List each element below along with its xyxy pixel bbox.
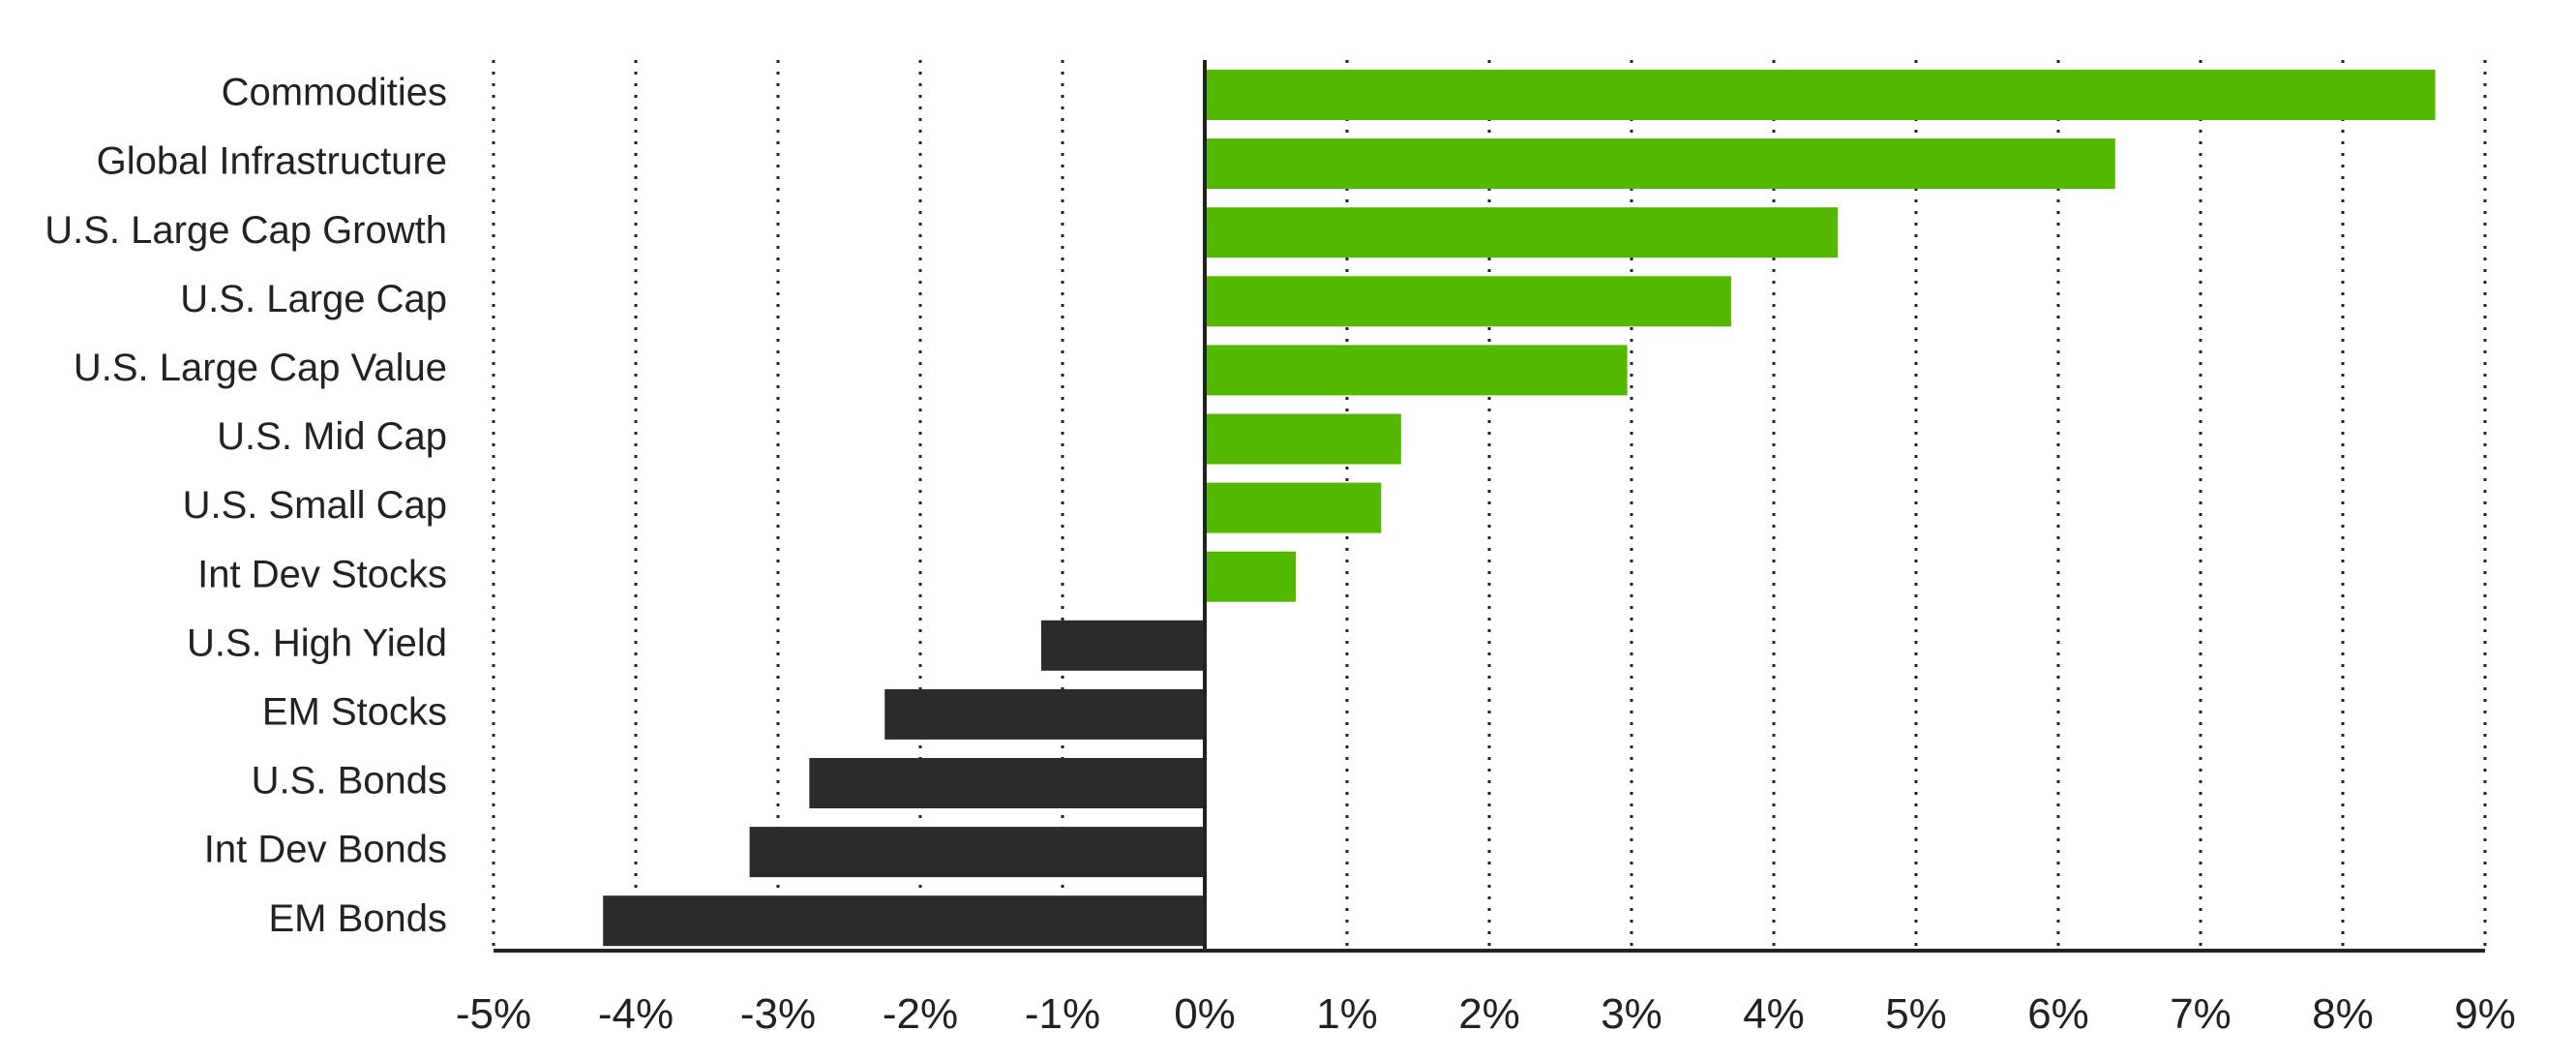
- bar: [749, 827, 1205, 878]
- category-label: Int Dev Stocks: [197, 553, 447, 595]
- category-label: Int Dev Bonds: [204, 829, 447, 871]
- category-label: Commodities: [222, 72, 447, 114]
- x-tick-label: -4%: [598, 990, 674, 1038]
- axes: [494, 60, 2485, 953]
- x-tick-label: 9%: [2454, 990, 2516, 1038]
- category-labels: Commodities Global Infrastructure U.S. Lar…: [45, 72, 447, 940]
- bar: [884, 688, 1205, 740]
- x-tick-label: 0%: [1174, 990, 1236, 1038]
- bar: [1205, 345, 1628, 396]
- bar: [1205, 276, 1731, 327]
- x-tick-label: -1%: [1025, 990, 1100, 1038]
- bar: [1205, 482, 1382, 533]
- x-tick-label: 6%: [2027, 990, 2089, 1038]
- grid-lines: [492, 60, 2487, 951]
- bar: [603, 895, 1205, 947]
- x-tick-label: 3%: [1601, 990, 1662, 1038]
- category-label: EM Bonds: [268, 897, 447, 940]
- x-tick-label: 2%: [1458, 990, 1520, 1038]
- category-label: U.S. Large Cap Growth: [45, 209, 447, 252]
- x-tick-label: -5%: [456, 990, 531, 1038]
- x-tick-label: 5%: [1885, 990, 1947, 1038]
- x-tick-label: 7%: [2170, 990, 2232, 1038]
- bar: [1205, 413, 1401, 465]
- bars: [603, 70, 2436, 947]
- x-tick-label: -3%: [740, 990, 816, 1038]
- x-tick-label: 8%: [2312, 990, 2374, 1038]
- bar: [1205, 551, 1297, 602]
- x-tick-label: -2%: [883, 990, 958, 1038]
- x-tick-label: 1%: [1316, 990, 1378, 1038]
- category-label: U.S. Small Cap: [183, 484, 447, 527]
- bar: [1205, 70, 2436, 120]
- category-label: U.S. High Yield: [187, 621, 447, 664]
- bar: [1040, 620, 1205, 671]
- category-label: U.S. Mid Cap: [217, 415, 447, 458]
- x-tick-label: 4%: [1743, 990, 1805, 1038]
- category-label: U.S. Large Cap: [180, 278, 447, 320]
- category-label: U.S. Large Cap Value: [74, 347, 447, 389]
- category-label: EM Stocks: [262, 690, 447, 733]
- x-tick-labels: -5% -4% -3% -2% -1% 0% 1% 2% 3% 4% 5% 6% 7% 8% 9%: [456, 990, 2516, 1038]
- bar: [809, 758, 1205, 808]
- category-label: U.S. Bonds: [252, 760, 447, 803]
- category-label: Global Infrastructure: [97, 140, 447, 183]
- bar: [1205, 138, 2115, 190]
- bar: [1205, 207, 1839, 258]
